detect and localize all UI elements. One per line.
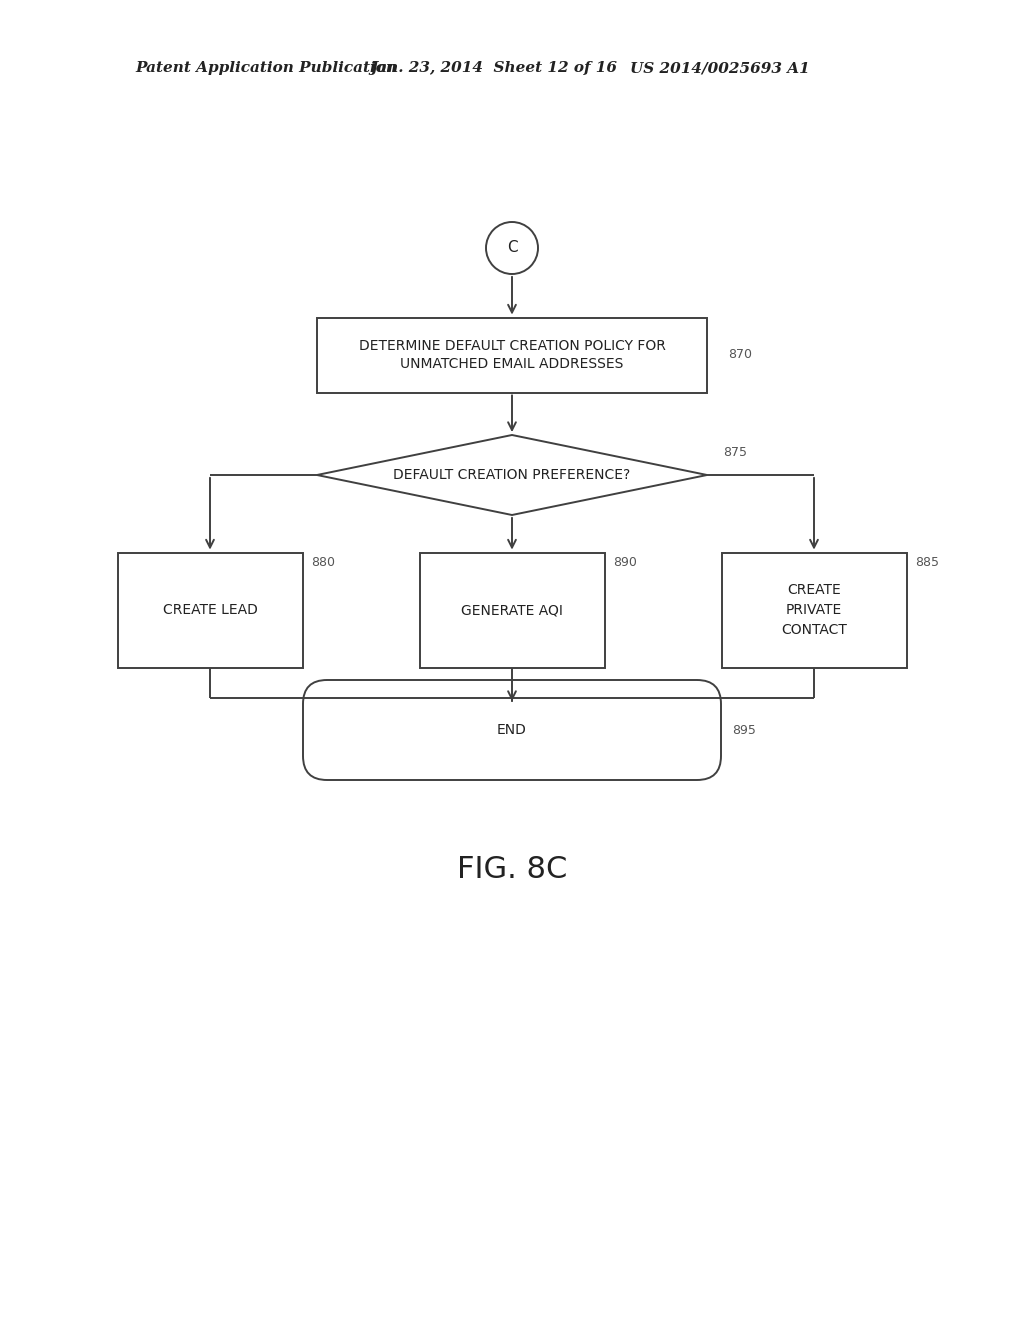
- Text: Patent Application Publication: Patent Application Publication: [135, 61, 397, 75]
- Bar: [118, 553, 302, 668]
- Polygon shape: [317, 436, 707, 515]
- Text: DETERMINE DEFAULT CREATION POLICY FOR
UNMATCHED EMAIL ADDRESSES: DETERMINE DEFAULT CREATION POLICY FOR UN…: [358, 339, 666, 371]
- Text: 875: 875: [723, 446, 746, 458]
- FancyBboxPatch shape: [303, 680, 721, 780]
- Bar: [317, 318, 707, 392]
- Text: 885: 885: [915, 556, 939, 569]
- Text: 890: 890: [613, 556, 637, 569]
- Text: GENERATE AQI: GENERATE AQI: [461, 603, 563, 616]
- Circle shape: [486, 222, 538, 275]
- Text: 895: 895: [732, 723, 756, 737]
- Bar: [722, 553, 906, 668]
- Bar: [420, 553, 604, 668]
- Text: Jan. 23, 2014  Sheet 12 of 16: Jan. 23, 2014 Sheet 12 of 16: [370, 61, 617, 75]
- Text: CREATE
PRIVATE
CONTACT: CREATE PRIVATE CONTACT: [781, 583, 847, 636]
- Text: US 2014/0025693 A1: US 2014/0025693 A1: [630, 61, 810, 75]
- Text: C: C: [507, 240, 517, 256]
- Text: 870: 870: [728, 348, 752, 362]
- Text: END: END: [497, 723, 527, 737]
- Text: 880: 880: [311, 556, 335, 569]
- Text: FIG. 8C: FIG. 8C: [457, 855, 567, 884]
- Text: DEFAULT CREATION PREFERENCE?: DEFAULT CREATION PREFERENCE?: [393, 469, 631, 482]
- Text: CREATE LEAD: CREATE LEAD: [163, 603, 257, 616]
